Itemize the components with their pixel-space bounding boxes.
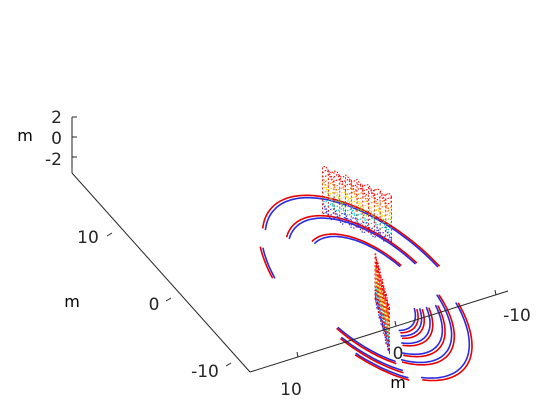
ground-scan-ring [402, 305, 446, 358]
ground-scan-ring [340, 338, 404, 374]
ground-scan-ring [401, 308, 426, 340]
z-tick-label: 2 [51, 108, 62, 128]
ground-scan-ring [398, 307, 417, 332]
x-axis-label: m [390, 373, 406, 392]
y-tick-mark [165, 297, 172, 302]
x-tick-label: 0 [393, 344, 404, 364]
y-tick-mark [106, 232, 113, 237]
ground-scan-ring [400, 308, 419, 334]
wall-point-strip [322, 195, 392, 226]
ground-scan-ring [420, 302, 471, 379]
y-tick-label: 10 [77, 228, 99, 248]
x-tick-mark [296, 351, 299, 358]
ground-scan-ring [337, 326, 396, 363]
y-tick-mark [225, 362, 232, 367]
ground-scan-ring [400, 306, 431, 345]
x-tick-mark [394, 320, 397, 327]
z-tick-label: -2 [45, 150, 62, 170]
ground-scan-ring [311, 233, 402, 267]
y-tick-label: -10 [191, 362, 219, 382]
ground-scan-ring [422, 302, 473, 382]
y-axis-line [71, 172, 251, 373]
ground-scan-ring [262, 247, 276, 279]
ground-scan-ring [314, 235, 401, 268]
x-axis-line [249, 290, 509, 373]
ground-scan-ring [355, 352, 409, 379]
ground-scan-ring [354, 354, 410, 381]
ground-scan-ring [401, 304, 444, 356]
y-axis-label: m [64, 292, 80, 311]
axes: 2 0 -2 m 10 0 -10 m 10 0 -10 m [17, 108, 531, 400]
wall-point-strip [374, 252, 391, 309]
x-tick-label: 10 [280, 380, 302, 400]
ground-scan-ring [401, 294, 456, 366]
z-axis-label: m [17, 126, 33, 145]
ground-scan-ring [288, 217, 416, 265]
x-tick-label: -10 [503, 306, 531, 326]
ground-scan-ring [261, 194, 440, 267]
ground-scan-ring [400, 308, 423, 337]
wall-point-strip [322, 187, 393, 219]
ground-scan-ring [259, 246, 274, 279]
ground-scan-ring [402, 307, 434, 347]
x-tick-mark [494, 289, 497, 296]
ground-scan-ring [336, 327, 397, 365]
wall-point-strip [322, 165, 393, 198]
y-tick-label: 0 [149, 295, 160, 315]
z-tick-label: 0 [51, 129, 62, 149]
ground-scan-ring [341, 336, 403, 372]
ground-scan-ring [400, 294, 453, 364]
ground-scan-ring [285, 214, 418, 264]
point-cloud-marks [259, 165, 473, 382]
